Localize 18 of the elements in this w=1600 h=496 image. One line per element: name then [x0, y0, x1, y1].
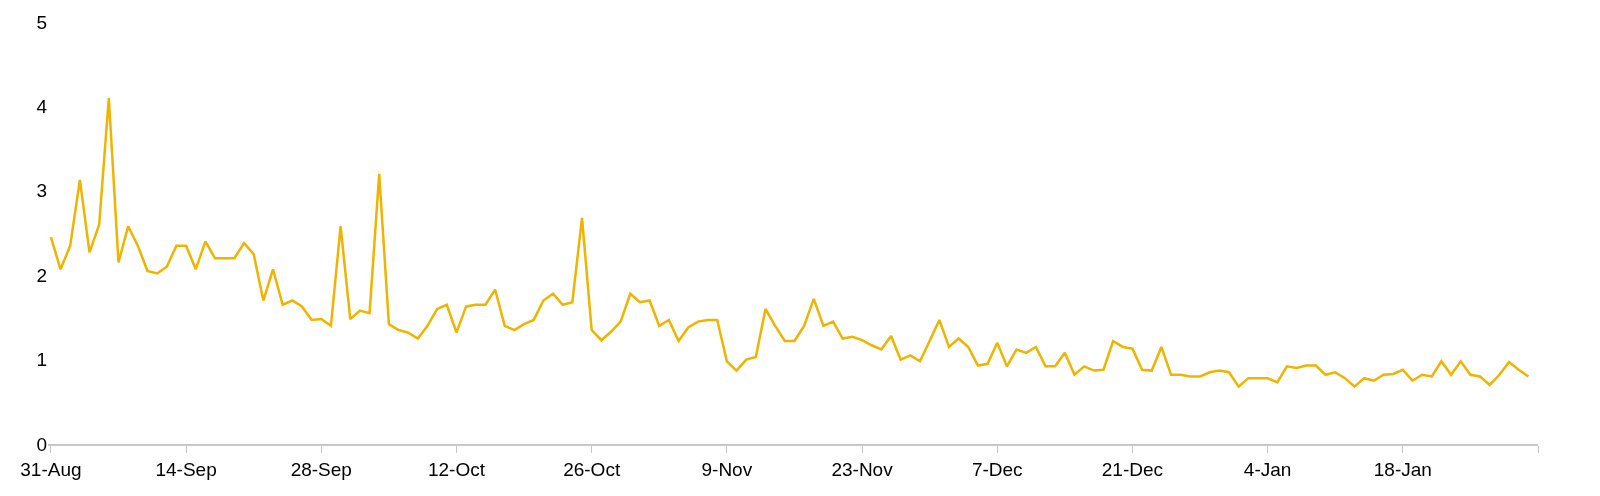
x-tick-label: 7-Dec [971, 458, 1023, 480]
x-tick-label: 9-Nov [701, 458, 753, 480]
x-tick-label: 21-Dec [1101, 458, 1164, 480]
y-tick-label: 0 [36, 433, 47, 455]
x-tick-label: 23-Nov [831, 458, 894, 480]
x-tick-label: 4-Jan [1243, 458, 1292, 480]
x-tick-label: 18-Jan [1373, 458, 1432, 480]
x-tick-label: 14-Sep [155, 458, 217, 480]
x-tick-label: 31-Aug [20, 458, 82, 480]
y-tick-label: 3 [36, 180, 47, 202]
y-tick-label: 1 [36, 349, 47, 371]
line-series [49, 96, 1530, 388]
y-tick-label: 2 [36, 264, 47, 286]
x-tick-label: 26-Oct [563, 458, 621, 480]
y-tick-label: 4 [36, 96, 48, 118]
y-tick-label: 5 [36, 11, 47, 33]
x-tick-label: 28-Sep [290, 458, 352, 480]
x-tick-label: 12-Oct [427, 458, 486, 480]
